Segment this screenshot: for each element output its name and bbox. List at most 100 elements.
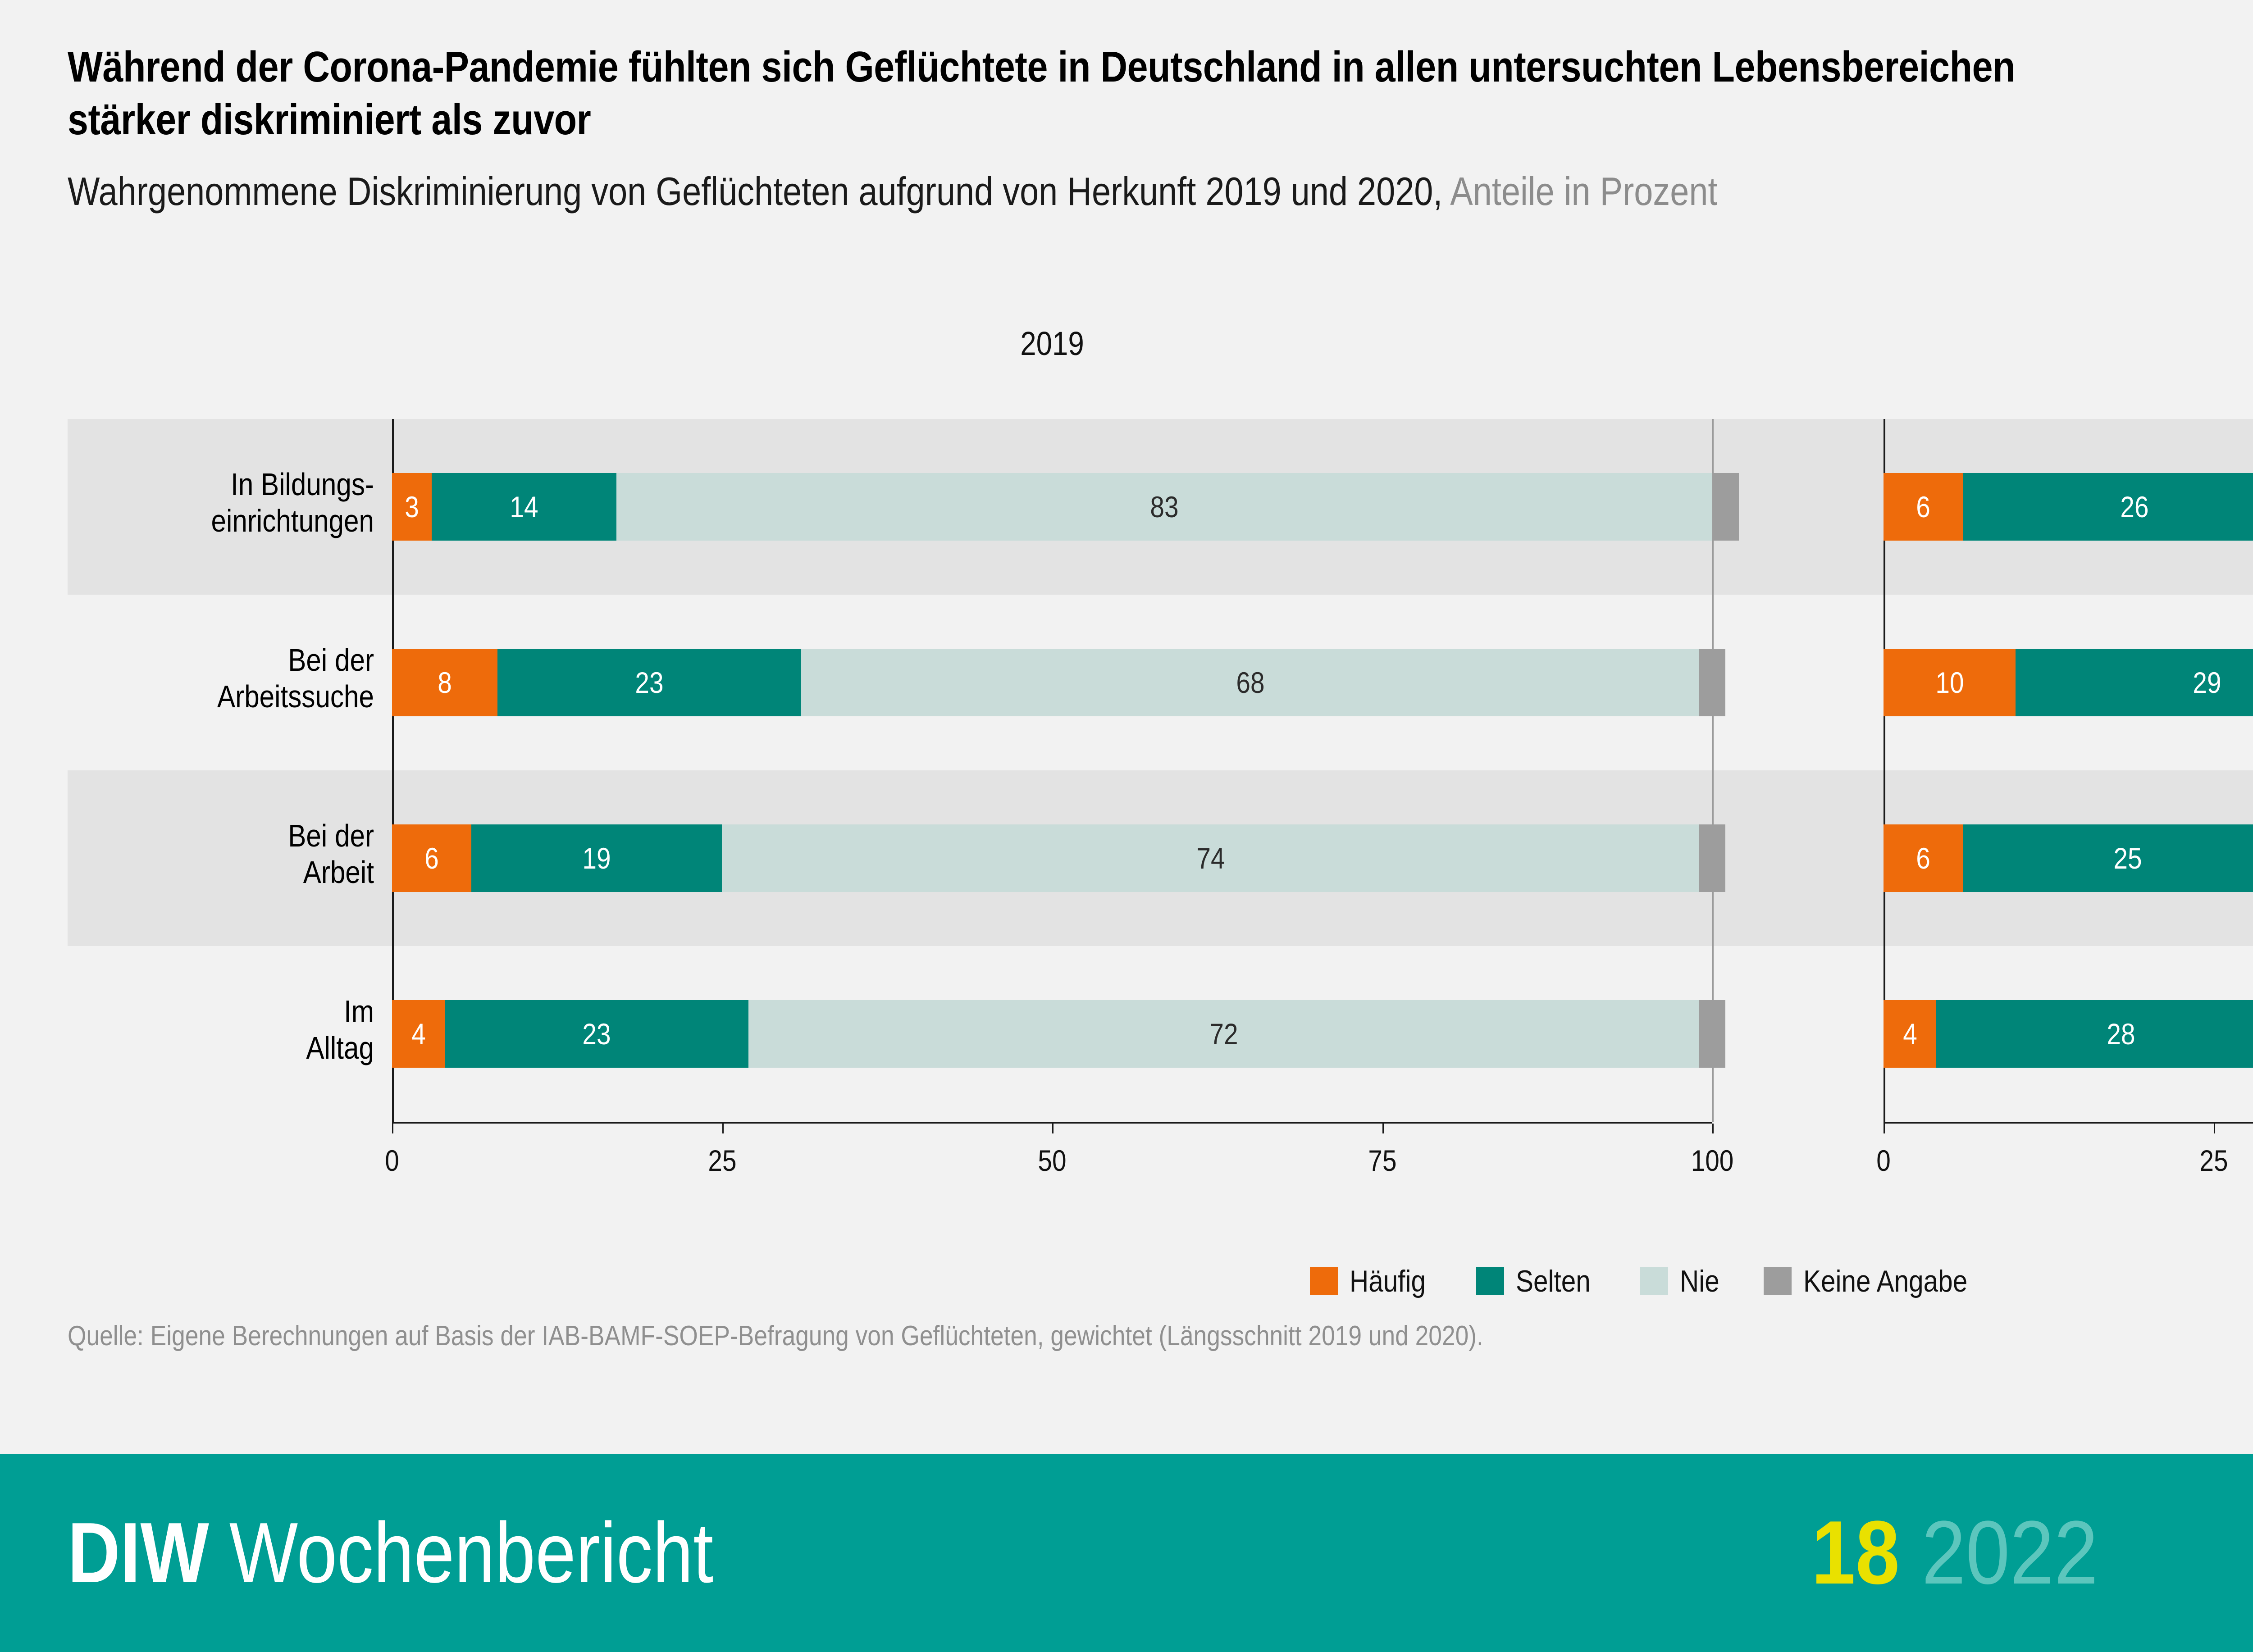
- bar-segment-selten: [431, 473, 617, 541]
- source-note: Quelle: Eigene Berechnungen auf Basis de…: [68, 1320, 1483, 1352]
- bar-value-label: 68: [1236, 666, 1265, 699]
- title-line-1: Während der Corona-Pandemie fühlten sich…: [68, 43, 2016, 91]
- footer-brand: DIW Wochenbericht: [68, 1504, 713, 1602]
- category-label-line: Alltag: [306, 1030, 374, 1066]
- bar-value-label: 4: [411, 1017, 426, 1051]
- panel-title-2019: 2019: [1020, 325, 1084, 362]
- y-axis-line: [1884, 419, 1885, 1122]
- bar-segment-häufig: [1884, 649, 2016, 716]
- bar-segment-nie: [616, 473, 1712, 541]
- gridline-100: [1712, 419, 1714, 1122]
- x-tick-label: 0: [385, 1144, 399, 1177]
- bar-value-label: 23: [635, 666, 664, 699]
- category-label-line: Arbeitssuche: [217, 679, 374, 715]
- x-tick-label: 0: [1876, 1144, 1891, 1177]
- bar-segment-nie: [722, 824, 1699, 892]
- bar-segment-häufig: [392, 473, 432, 541]
- chart-legend: Häufig Selten Nie Keine Angabe: [0, 1264, 2253, 1299]
- table-row: 42868: [1884, 1000, 2253, 1068]
- x-tick-mark: [392, 1124, 393, 1133]
- table-row: 62569: [1884, 824, 2253, 892]
- bar-segment-häufig: [392, 824, 471, 892]
- footer-banner: DIW Wochenbericht 18 2022 DIW BERLIN: [0, 1454, 2253, 1652]
- category-label-line: Arbeit: [303, 855, 374, 890]
- bar-value-label: 14: [510, 490, 538, 523]
- category-label: Bei der Arbeitssuche: [122, 642, 374, 715]
- x-axis-line: [1884, 1122, 2253, 1124]
- legend-item: Nie: [1640, 1264, 1726, 1299]
- category-label: Im Alltag: [122, 993, 374, 1066]
- legend-swatch-icon: [1764, 1267, 1792, 1295]
- footer-brand-wochenbericht: Wochenbericht: [229, 1505, 714, 1601]
- bar-segment-häufig: [392, 1000, 445, 1068]
- bar-value-label: 19: [582, 842, 611, 875]
- x-tick-mark: [722, 1124, 724, 1133]
- chart-subtitle: Wahrgenommene Diskriminierung von Geflüc…: [68, 168, 2253, 215]
- x-tick-label: 25: [707, 1144, 737, 1177]
- issue-number: 18: [1811, 1502, 1900, 1603]
- bar-segment-nie: [801, 649, 1699, 716]
- bar-segment-häufig: [1884, 1000, 1937, 1068]
- subtitle-unit: Anteile in Prozent: [1450, 169, 1718, 214]
- legend-swatch-icon: [1310, 1267, 1338, 1295]
- legend-label: Nie: [1680, 1264, 1720, 1298]
- bar-value-label: 6: [1916, 490, 1930, 523]
- bar-segment-keine-angabe: [1699, 1000, 1726, 1068]
- table-row: 4 23 72: [392, 1000, 1726, 1068]
- bar-value-label: 6: [424, 842, 439, 875]
- bar-segment-häufig: [1884, 824, 1963, 892]
- bar-segment-keine-angabe: [1699, 824, 1726, 892]
- bar-value-label: 23: [582, 1017, 611, 1051]
- page-title: Während der Corona-Pandemie fühlten sich…: [68, 41, 2253, 146]
- bar-segment-keine-angabe: [1712, 473, 1739, 541]
- bar-segment-nie: [748, 1000, 1699, 1068]
- bar-segment-häufig: [392, 649, 498, 716]
- subtitle-main: Wahrgenommene Diskriminierung von Geflüc…: [68, 169, 1443, 214]
- bar-value-label: 29: [2193, 666, 2221, 699]
- bar-segment-selten: [1962, 824, 2253, 892]
- source-row: Quelle: Eigene Berechnungen auf Basis de…: [68, 1320, 2253, 1352]
- table-row: 62667: [1884, 473, 2253, 541]
- x-axis-line: [392, 1122, 1712, 1124]
- category-label-line: Bei der: [288, 642, 374, 678]
- legend-item: Selten: [1476, 1264, 1603, 1299]
- chart-area: 2019 2020 In Bildungs-einrichtungen Bei d…: [0, 324, 2253, 1333]
- bar-segment-selten: [471, 824, 722, 892]
- category-label: Bei der Arbeit: [122, 818, 374, 891]
- panel-titles: 2019 2020: [0, 324, 2253, 374]
- chart-header: Während der Corona-Pandemie fühlten sich…: [0, 0, 2253, 215]
- bar-segment-selten: [1936, 1000, 2253, 1068]
- legend-item: Keine Angabe: [1764, 1264, 1994, 1299]
- table-row: 8 23 68: [392, 649, 1726, 716]
- bar-value-label: 83: [1150, 490, 1179, 523]
- legend-label: Keine Angabe: [1803, 1264, 1968, 1298]
- category-label: In Bildungs-einrichtungen: [122, 466, 374, 539]
- category-label-line: Im: [344, 994, 374, 1029]
- x-tick-label: 25: [2199, 1144, 2228, 1177]
- x-tick-label: 100: [1691, 1144, 1734, 1177]
- footer-brand-diw: DIW: [68, 1505, 209, 1601]
- category-label-line: Bei der: [288, 818, 374, 853]
- bar-value-label: 6: [1916, 842, 1930, 875]
- legend-swatch-icon: [1640, 1267, 1669, 1295]
- title-line-2: stärker diskriminiert als zuvor: [68, 96, 591, 144]
- bar-value-label: 26: [2120, 490, 2149, 523]
- x-tick-mark: [1052, 1124, 1054, 1133]
- y-axis-line: [392, 419, 394, 1122]
- x-tick-mark: [1382, 1124, 1384, 1133]
- x-tick-mark: [1712, 1124, 1714, 1133]
- bar-segment-keine-angabe: [1699, 649, 1726, 716]
- x-tick-label: 50: [1038, 1144, 1067, 1177]
- category-label-line: einrichtungen: [211, 503, 374, 539]
- legend-item: Häufig: [1310, 1264, 1438, 1299]
- bar-segment-selten: [2016, 649, 2253, 716]
- bar-value-label: 10: [1935, 666, 1964, 699]
- bar-value-label: 3: [405, 490, 419, 523]
- x-tick-mark: [1884, 1124, 1885, 1133]
- bar-segment-selten: [1962, 473, 2253, 541]
- issue-year: 2022: [1921, 1502, 2098, 1603]
- x-tick-mark: [2213, 1124, 2215, 1133]
- table-row: 6 19 74: [392, 824, 1726, 892]
- bar-value-label: 28: [2107, 1017, 2135, 1051]
